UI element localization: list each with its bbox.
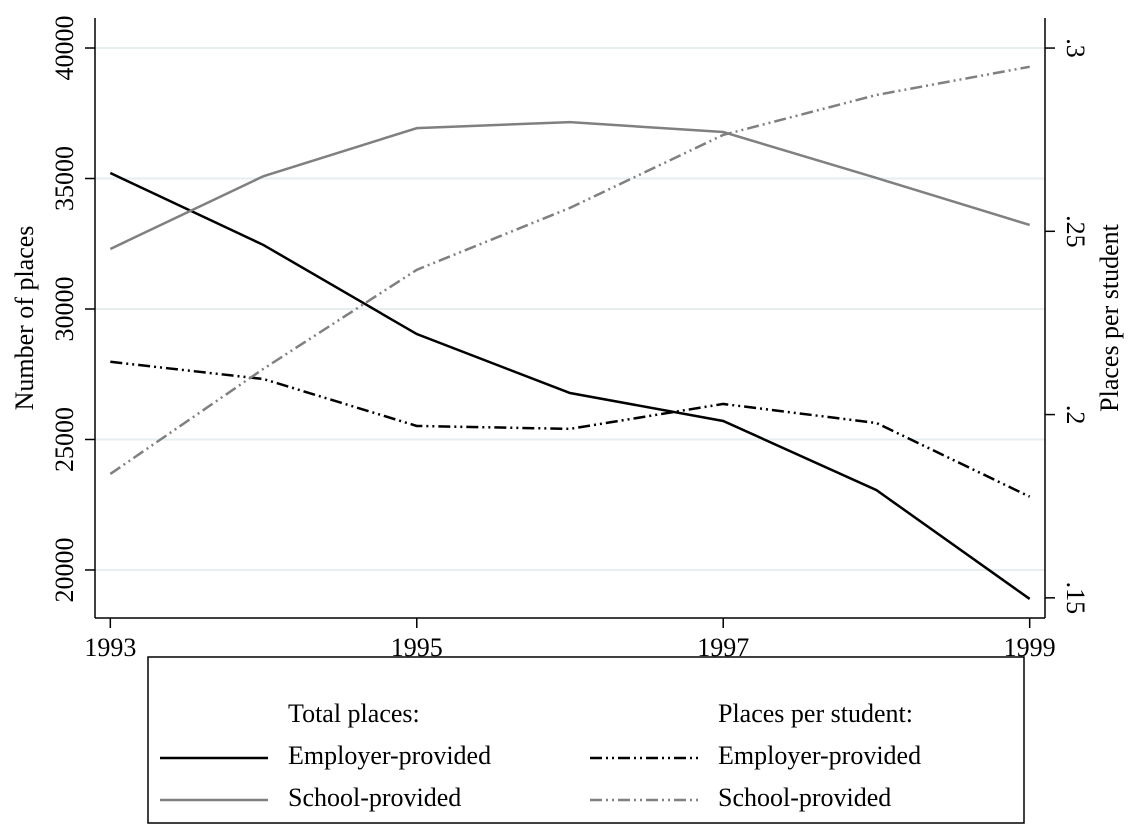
y-axis-title: Number of places — [10, 226, 39, 411]
x-tick-label: 1993 — [84, 633, 136, 662]
legend-box — [147, 656, 1025, 824]
x-tick-label: 1997 — [697, 633, 749, 662]
y-tick-label: 40000 — [50, 16, 79, 81]
legend-label: School-provided — [718, 783, 891, 812]
y-tick-label: 25000 — [50, 407, 79, 472]
legend-label: Employer-provided — [288, 741, 491, 770]
x-tick-label: 1999 — [1004, 633, 1056, 662]
x-tick-label: 1995 — [391, 633, 443, 662]
y2-tick-label: .3 — [1061, 38, 1090, 58]
y2-tick-label: .25 — [1061, 215, 1090, 248]
legend-title: Total places: — [288, 699, 420, 728]
y2-tick-label: .15 — [1061, 582, 1090, 615]
y-tick-label: 20000 — [50, 537, 79, 602]
y2-tick-label: .2 — [1061, 405, 1090, 425]
y2-axis-title: Places per student — [1095, 223, 1124, 412]
legend-title: Places per student: — [718, 699, 913, 728]
y-tick-label: 30000 — [50, 276, 79, 341]
series-line — [109, 120, 1031, 251]
series-line — [109, 65, 1030, 475]
legend-label: School-provided — [288, 783, 461, 812]
series-line — [109, 171, 1031, 600]
legend-label: Employer-provided — [718, 741, 921, 770]
y-tick-label: 35000 — [50, 146, 79, 211]
